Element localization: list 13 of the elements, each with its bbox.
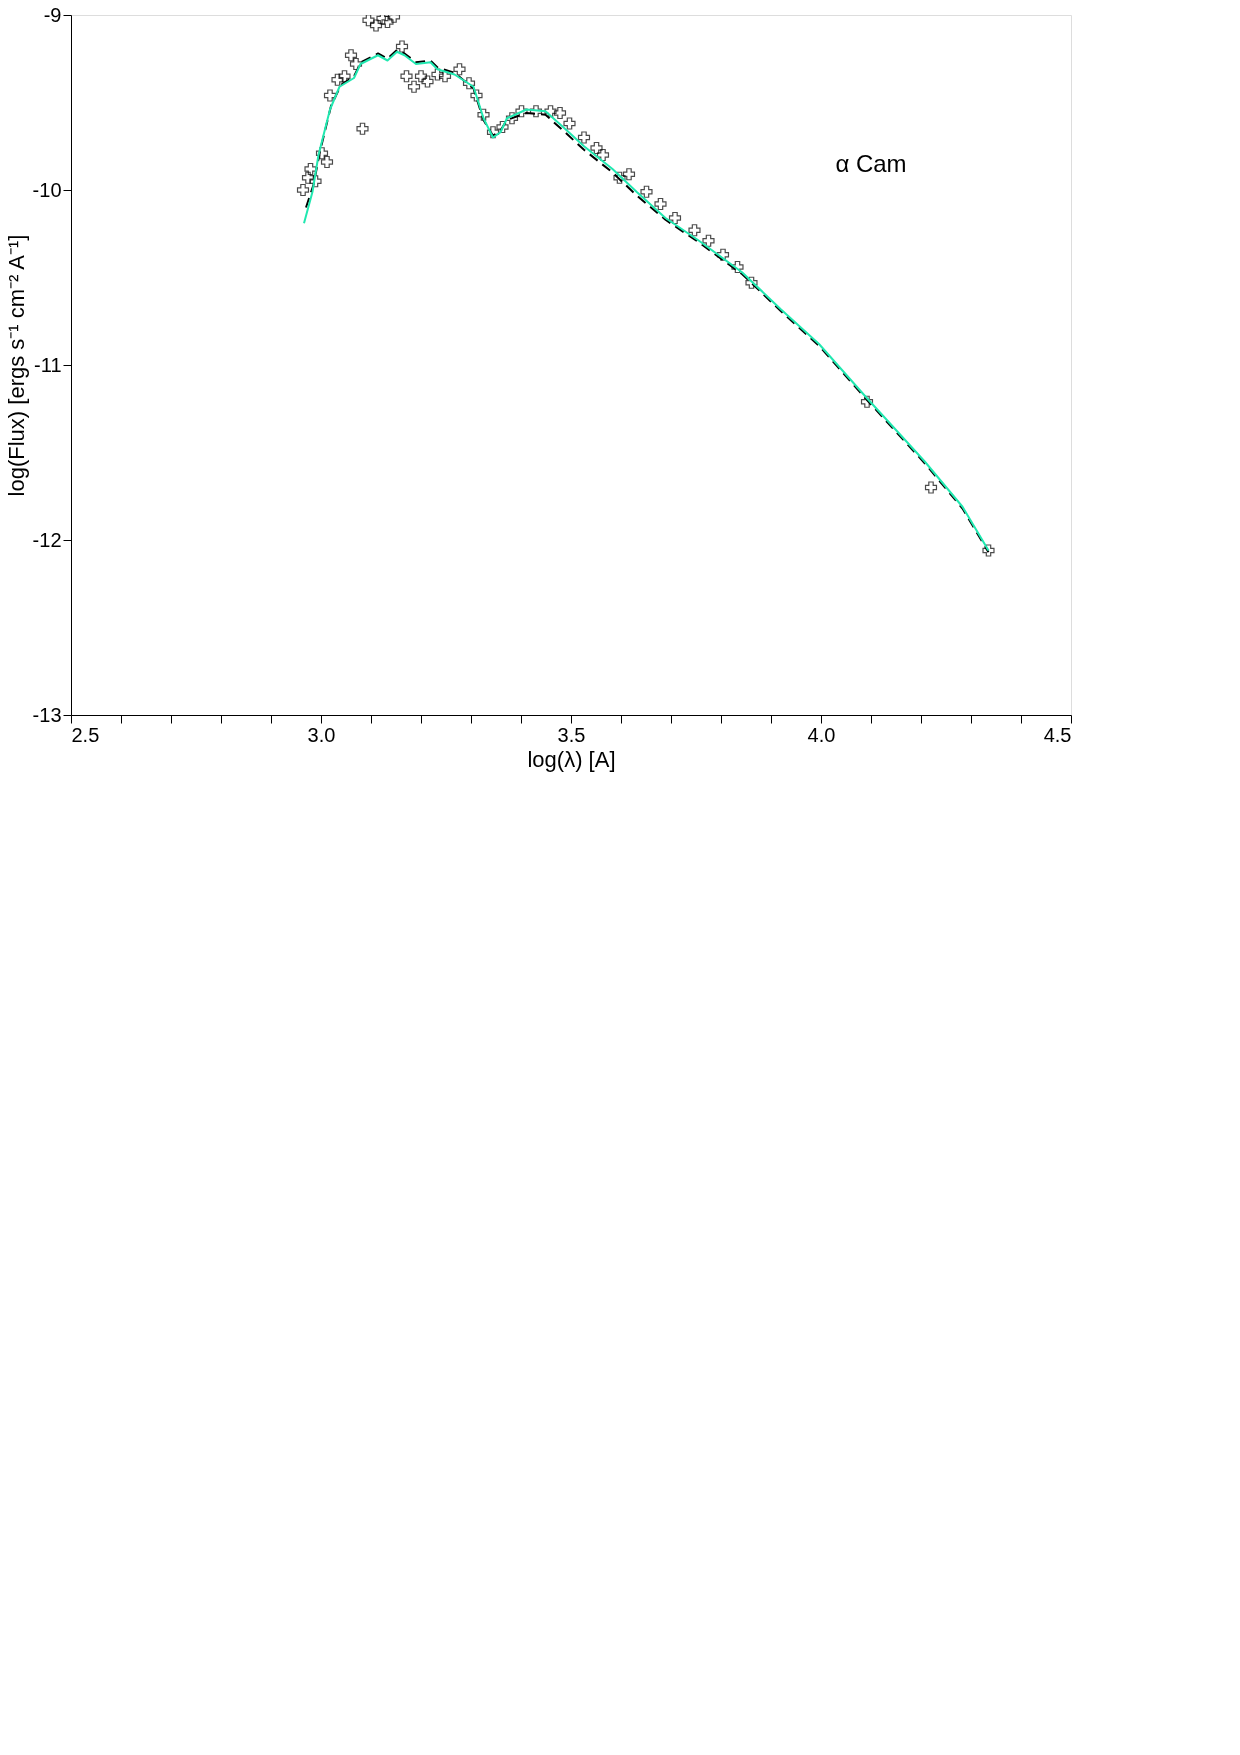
annotation: α Cam — [835, 150, 907, 177]
x-tick-label: 3.0 — [307, 723, 336, 746]
y-tick-label: -10 — [32, 178, 62, 201]
y-tick-label: -12 — [32, 528, 62, 551]
x-tick-label: 4.5 — [1043, 723, 1072, 746]
x-axis-title: log(λ) [A] — [527, 746, 616, 772]
x-tick-label: 2.5 — [71, 723, 100, 746]
x-tick-label: 3.5 — [557, 723, 586, 746]
y-tick-label: -11 — [34, 353, 62, 376]
x-tick-label: 4.0 — [807, 723, 836, 746]
y-tick-label: -13 — [32, 703, 62, 726]
y-tick-label: -9 — [43, 3, 62, 26]
y-axis-title: log(Flux) [ergs s⁻¹ cm⁻² A⁻¹] — [3, 234, 29, 497]
